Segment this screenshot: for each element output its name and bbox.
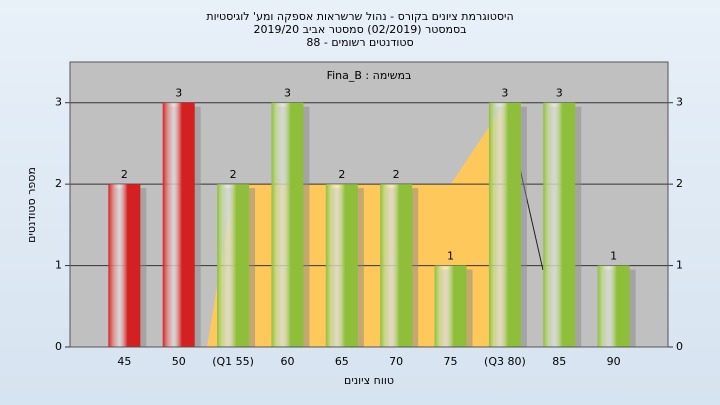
- x-tick-label: 45: [117, 355, 131, 368]
- y-tick-label: 1: [55, 259, 62, 272]
- x-tick-label: 85: [552, 355, 566, 368]
- chart-title: סטודנטים רשומים - 88: [306, 36, 413, 49]
- bar: [217, 184, 250, 347]
- y2-tick-label: 3: [676, 96, 683, 109]
- bar: [325, 184, 358, 347]
- bar: [543, 102, 576, 347]
- value-label: 2: [230, 168, 237, 181]
- value-label: 2: [393, 168, 400, 181]
- value-label: 3: [501, 87, 508, 100]
- chart-title: בסמסטר (02/2019) סמסטר אביב 2019/20: [253, 23, 466, 36]
- bar: [597, 265, 630, 347]
- x-tick-label: 75: [444, 355, 458, 368]
- value-label: 3: [175, 87, 182, 100]
- chart-title: היסטוגרמת ציונים בקורס - נהול שרשראות אס…: [206, 10, 513, 23]
- subtitle: במשימה : Fina_B: [327, 69, 412, 82]
- value-label: 2: [121, 168, 128, 181]
- title-block: היסטוגרמת ציונים בקורס - נהול שרשראות אס…: [206, 10, 513, 49]
- y-tick-label: 0: [55, 340, 62, 353]
- bar: [108, 184, 141, 347]
- bar: [434, 265, 467, 347]
- y-axis-label: מספר סטודנטים: [25, 167, 38, 243]
- bar: [380, 184, 413, 347]
- x-axis-label: טווח ציונים: [344, 374, 394, 387]
- value-label: 1: [447, 250, 454, 263]
- value-label: 2: [338, 168, 345, 181]
- y2-tick-label: 1: [676, 259, 683, 272]
- x-tick-label: (Q3 80): [484, 355, 526, 368]
- x-tick-label: 65: [335, 355, 349, 368]
- x-tick-label: 90: [607, 355, 621, 368]
- x-tick-label: 60: [280, 355, 294, 368]
- value-label: 3: [284, 87, 291, 100]
- bar: [162, 102, 195, 347]
- y-tick-label: 2: [55, 177, 62, 190]
- bar: [271, 102, 304, 347]
- x-tick-label: 50: [172, 355, 186, 368]
- x-tick-label: (Q1 55): [212, 355, 254, 368]
- value-label: 1: [610, 250, 617, 263]
- y-tick-label: 3: [55, 96, 62, 109]
- x-tick-label: 70: [389, 355, 403, 368]
- y2-tick-label: 2: [676, 177, 683, 190]
- value-label: 3: [556, 87, 563, 100]
- plot-frame: [69, 61, 669, 348]
- bar: [488, 102, 521, 347]
- y2-tick-label: 0: [676, 340, 683, 353]
